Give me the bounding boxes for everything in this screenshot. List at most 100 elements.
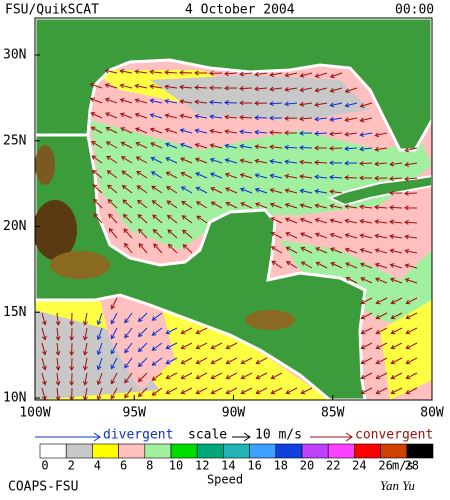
wind-arrow xyxy=(404,234,418,240)
wind-arrow xyxy=(404,248,418,254)
wind-arrow xyxy=(195,372,208,380)
wind-arrow xyxy=(344,204,358,210)
wind-arrow xyxy=(360,297,373,305)
wind-arrow xyxy=(150,142,163,149)
wind-arrow xyxy=(405,357,418,365)
wind-arrow xyxy=(359,102,373,108)
source: FSU/QuikSCAT xyxy=(5,3,99,18)
wind-arrow xyxy=(153,243,163,254)
scale-arrow xyxy=(232,432,251,442)
wind-arrow xyxy=(165,157,178,164)
wind-arrow xyxy=(82,357,88,371)
wind-arrow xyxy=(389,234,403,239)
wind-arrow xyxy=(329,160,343,166)
wind-arrow xyxy=(405,312,418,320)
wind-arrow xyxy=(41,357,47,371)
wind-arrow xyxy=(344,218,358,224)
wind-arrow xyxy=(104,68,118,74)
wind-arrow xyxy=(239,187,253,194)
wind-arrow xyxy=(69,327,75,341)
wind-arrow xyxy=(270,372,283,380)
wind-arrow xyxy=(284,173,298,179)
wind-arrow xyxy=(225,387,238,395)
wind-arrow xyxy=(300,232,313,239)
wind-arrow xyxy=(329,145,343,151)
colorbar-swatch xyxy=(301,443,329,459)
wind-arrow xyxy=(110,327,118,340)
wind-arrow xyxy=(285,261,298,269)
terrain xyxy=(245,310,295,330)
wind-arrow xyxy=(239,85,253,91)
wind-arrow xyxy=(389,190,403,196)
wind-arrow xyxy=(389,277,403,284)
wind-arrow xyxy=(137,214,148,224)
wind-arrow xyxy=(314,116,328,122)
wind-arrow xyxy=(239,172,253,179)
wind-arrow xyxy=(110,297,118,310)
wind-arrow xyxy=(41,342,47,356)
lon-label: 95W xyxy=(123,406,147,421)
colorbar: 0 2 4 6 8 10 12 14 16 18 20 22 24 26 28m/s xyxy=(39,443,434,473)
wind-arrow xyxy=(119,112,133,119)
wind-arrow xyxy=(124,387,133,399)
colorbar-tick: 28 xyxy=(405,459,419,473)
wind-arrow xyxy=(270,217,283,224)
colorbar-tick: 0 xyxy=(41,459,48,473)
wind-arrow xyxy=(210,357,223,365)
wind-arrow xyxy=(124,372,133,384)
wind-arrow xyxy=(121,184,133,194)
wind-arrow xyxy=(300,261,313,269)
colorbar-swatch xyxy=(380,443,408,459)
wind-arrow xyxy=(300,387,313,395)
wind-arrow xyxy=(270,387,283,395)
wind-arrow xyxy=(105,126,118,134)
wind-arrow xyxy=(405,297,418,305)
wind-arrow xyxy=(360,387,373,395)
wind-arrow xyxy=(389,219,403,225)
wind-arrow xyxy=(390,387,403,395)
wind-arrow xyxy=(404,263,418,269)
wind-arrow xyxy=(224,100,238,106)
wind-arrow xyxy=(314,72,328,78)
wind-arrow xyxy=(55,357,61,371)
wind-arrow xyxy=(374,132,388,138)
wind-arrow xyxy=(149,127,163,134)
land-mexico xyxy=(35,133,367,400)
wind-arrow xyxy=(134,83,148,89)
wind-arrow xyxy=(134,69,148,75)
colorbar-unit: m/s xyxy=(392,459,414,473)
wind-arrow xyxy=(165,387,178,395)
wind-arrow xyxy=(210,186,223,194)
wind-arrow xyxy=(240,202,253,209)
wind-arrow xyxy=(375,277,388,284)
wind-arrow xyxy=(299,145,313,151)
wind-arrow xyxy=(209,114,223,120)
wind-arrow xyxy=(110,357,118,370)
wind-arrow xyxy=(194,84,208,90)
wind-arrow xyxy=(254,115,268,121)
wind-arrow xyxy=(209,99,223,105)
wind-arrow xyxy=(224,114,238,120)
wind-arrow xyxy=(271,260,283,269)
wind-arrow xyxy=(137,342,148,353)
wind-arrow xyxy=(299,87,313,93)
wind-arrow xyxy=(41,327,47,341)
wind-arrow xyxy=(389,176,403,182)
wind-arrow xyxy=(284,159,298,165)
wind-arrow xyxy=(254,187,268,194)
wind-arrow xyxy=(210,372,223,380)
wind-arrow xyxy=(209,143,223,149)
wind-arrow xyxy=(254,100,268,106)
wind-arrow xyxy=(389,263,403,269)
wind-arrow xyxy=(344,117,358,123)
wind-arrow xyxy=(329,203,343,209)
wind-arrow xyxy=(108,213,118,224)
speed-area xyxy=(150,75,370,120)
wind-arrow xyxy=(389,161,403,167)
wind-arrow xyxy=(121,170,133,179)
wind-arrow xyxy=(137,372,148,383)
wind-arrow xyxy=(69,372,75,386)
colorbar-tick: 16 xyxy=(247,459,261,473)
wind-arrow xyxy=(151,372,163,381)
wind-arrow xyxy=(390,297,403,305)
